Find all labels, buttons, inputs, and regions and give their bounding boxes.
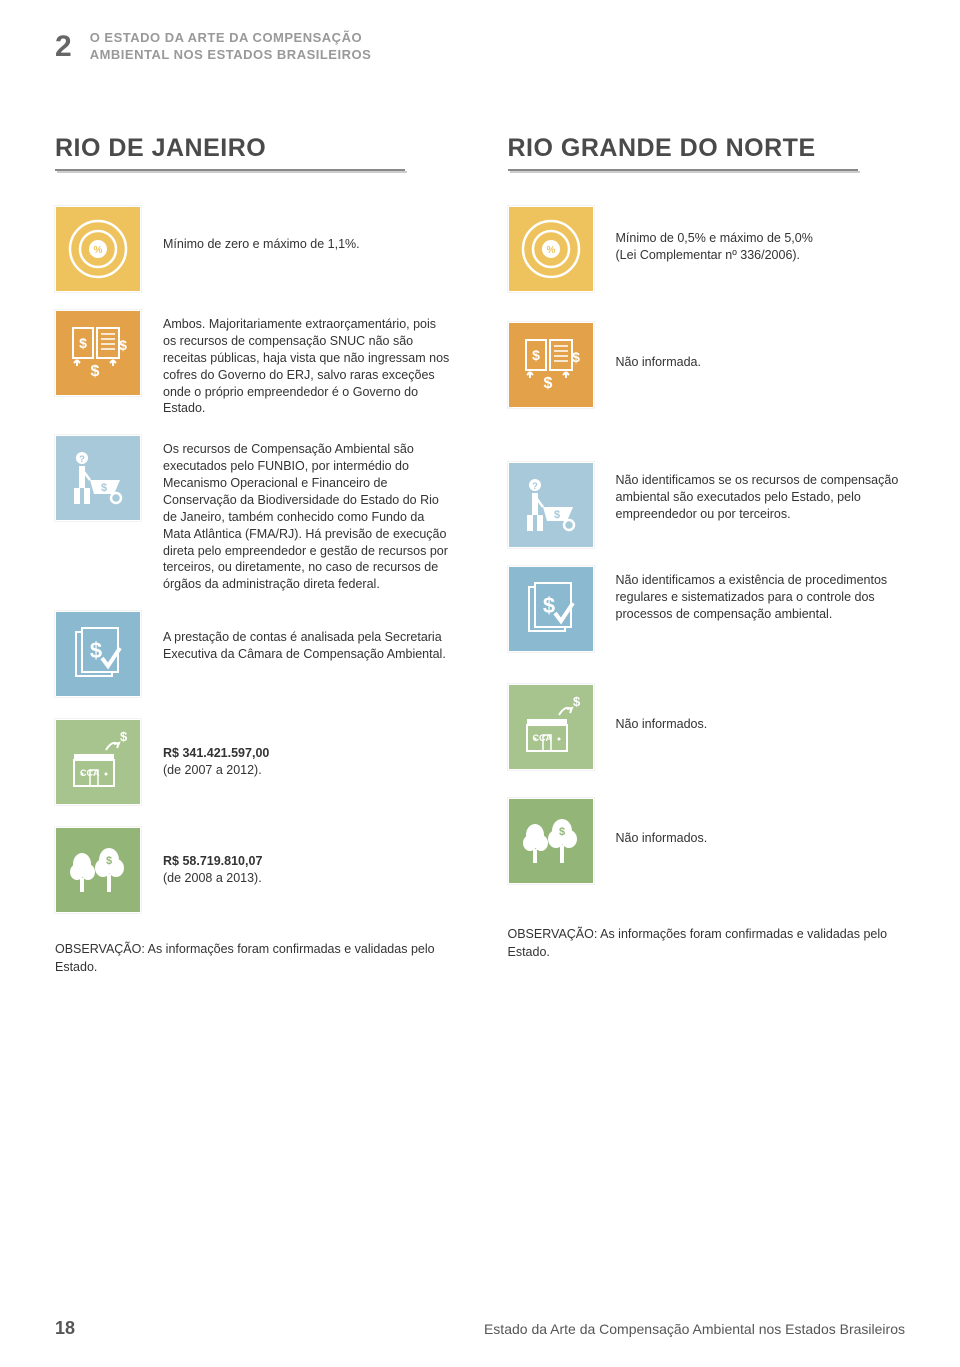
row-ambos: $$$ Ambos. Majoritariamente extraorçamen… [55,310,453,417]
row-tree-r: $ Não informados. [508,798,906,884]
column-right: RIO GRANDE DO NORTE % Mínimo de 0,5% e m… [508,134,906,976]
divider [508,169,858,171]
svg-text:$: $ [120,729,128,744]
row-pct: % Mínimo de zero e máximo de 1,1%. [55,206,453,292]
obs-right: OBSERVAÇÃO: As informações foram confirm… [508,926,906,961]
row-contas-r: $ Não identificamos a existência de proc… [508,566,906,652]
svg-text:$: $ [542,593,554,618]
divider [55,169,405,171]
cca-label: CCA [80,768,100,778]
chapter-number: 2 [55,30,72,64]
svg-text:?: ? [532,481,538,491]
row-cca-r: $ CCA Não informados. [508,684,906,770]
check-docs-icon: $ [508,566,594,652]
svg-text:$: $ [119,337,127,353]
trees-money-icon: $ [55,827,141,913]
pct-text: Mínimo de zero e máximo de 1,1%. [163,206,453,253]
pct-text-r: Mínimo de 0,5% e máximo de 5,0% (Lei Com… [616,206,906,264]
cca-text-r: Não informados. [616,684,906,733]
row-nao-inf: $$$ Não informada. [508,322,906,408]
svg-text:%: % [94,245,103,256]
obs-left: OBSERVAÇÃO: As informações foram confirm… [55,941,453,976]
svg-text:$: $ [101,482,107,494]
page-footer: 18 Estado da Arte da Compensação Ambient… [0,1318,960,1339]
money-docs-icon: $$$ [55,310,141,396]
state-title-left: RIO DE JANEIRO [55,134,453,163]
subtitle: O ESTADO DA ARTE DA COMPENSAÇÃO AMBIENTA… [90,30,372,64]
wheelbarrow-icon: ?$ [55,435,141,521]
exec-text-r: Não identificamos se os recursos de comp… [616,462,906,523]
svg-text:$: $ [572,349,580,365]
tree-text: R$ 58.719.810,07 (de 2008 a 2013). [163,827,453,887]
target-icon: % [55,206,141,292]
wheelbarrow-icon: ?$ [508,462,594,548]
cca-building-icon: $ CCA [508,684,594,770]
cca-text: R$ 341.421.597,00 (de 2007 a 2012). [163,719,453,779]
row-tree: $ R$ 58.719.810,07 (de 2008 a 2013). [55,827,453,913]
money-docs-icon: $$$ [508,322,594,408]
row-cca: $ CCA R$ 341.421.597,00 (de 2007 a 2012)… [55,719,453,805]
footer-text: Estado da Arte da Compensação Ambiental … [484,1321,905,1337]
page-number: 18 [55,1318,75,1339]
trees-money-icon: $ [508,798,594,884]
cca-label: CCA [533,733,553,743]
state-title-right: RIO GRANDE DO NORTE [508,134,906,163]
contas-text-r: Não identificamos a existência de proced… [616,566,906,623]
ambos-text: Ambos. Majoritariamente extraorçamentári… [163,310,453,417]
tree-text-r: Não informados. [616,798,906,847]
svg-text:$: $ [558,826,564,838]
target-icon: % [508,206,594,292]
nao-inf-text: Não informada. [616,322,906,371]
exec-text: Os recursos de Compensação Ambiental são… [163,435,453,593]
svg-text:$: $ [90,638,102,663]
svg-text:$: $ [573,694,581,709]
column-left: RIO DE JANEIRO % Mínimo de zero e máximo… [55,134,453,976]
svg-text:$: $ [543,375,552,392]
page-header: 2 O ESTADO DA ARTE DA COMPENSAÇÃO AMBIEN… [55,30,905,64]
svg-text:%: % [546,245,555,256]
row-pct-r: % Mínimo de 0,5% e máximo de 5,0% (Lei C… [508,206,906,292]
svg-text:$: $ [532,347,540,363]
svg-text:$: $ [79,335,87,351]
check-docs-icon: $ [55,611,141,697]
row-contas: $ A prestação de contas é analisada pela… [55,611,453,697]
svg-text:$: $ [106,855,112,867]
contas-text: A prestação de contas é analisada pela S… [163,611,453,663]
cca-building-icon: $ CCA [55,719,141,805]
row-exec-r: ?$ Não identificamos se os recursos de c… [508,462,906,548]
svg-text:?: ? [79,454,85,464]
svg-text:$: $ [553,509,559,521]
svg-text:$: $ [91,363,100,380]
row-exec: ?$ Os recursos de Compensação Ambiental … [55,435,453,593]
